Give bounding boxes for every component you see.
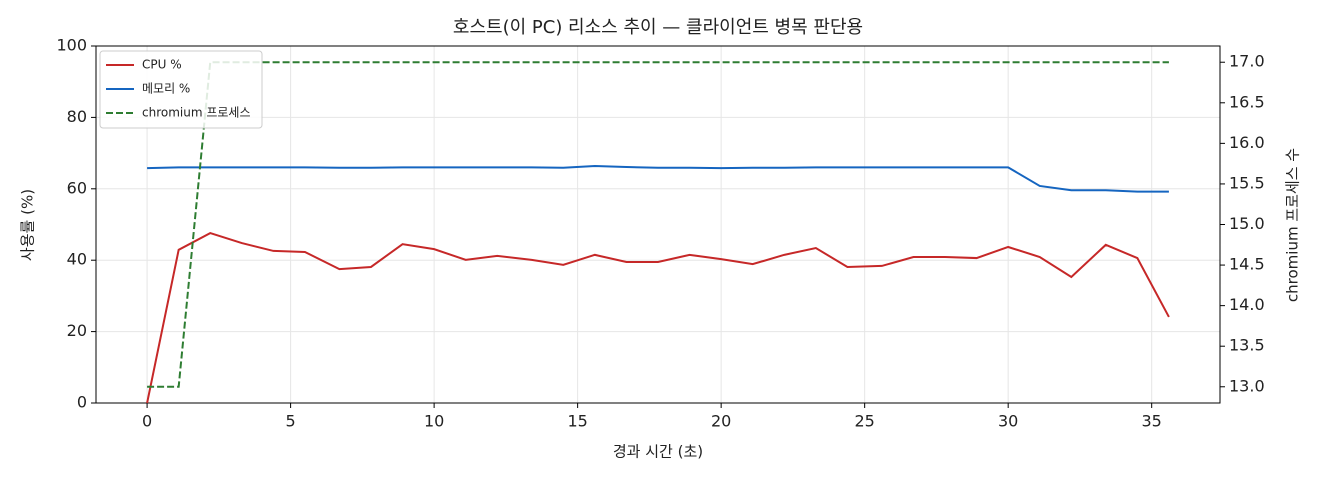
- y-axis-label: 사용률 (%): [19, 189, 37, 261]
- x-axis-label: 경과 시간 (초): [613, 443, 703, 461]
- plot-frame: [95, 45, 1221, 404]
- x-tick-label: 30: [998, 412, 1018, 431]
- legend-label: 메모리 %: [142, 82, 190, 96]
- y2-axis-label: chromium 프로세스 수: [1284, 148, 1302, 302]
- x-tick-label: 35: [1142, 412, 1162, 431]
- series-line: [147, 61, 1169, 388]
- y2-tick-label: 17.0: [1229, 52, 1265, 71]
- y-tick-label: 40: [67, 250, 87, 269]
- series-line: [147, 164, 1169, 193]
- legend-label: CPU %: [142, 58, 182, 72]
- y2-tick-label: 15.0: [1229, 214, 1265, 233]
- y-tick-label: 0: [77, 393, 87, 412]
- y-tick-label: 20: [67, 321, 87, 340]
- y2-tick-label: 13.5: [1229, 336, 1265, 355]
- y-tick-label: 100: [56, 36, 87, 55]
- y2-tick-label: 15.5: [1229, 173, 1265, 192]
- x-tick-label: 15: [567, 412, 587, 431]
- y2-tick-label: 14.0: [1229, 295, 1265, 314]
- x-tick-label: 25: [854, 412, 874, 431]
- legend: CPU % 메모리 % chromium 프로세스: [99, 50, 263, 129]
- y2-tick-label: 13.0: [1229, 376, 1265, 395]
- y-tick-label: 60: [67, 178, 87, 197]
- x-tick-label: 5: [286, 412, 296, 431]
- y2-tick-label: 16.5: [1229, 92, 1265, 111]
- y2-tick-label: 16.0: [1229, 133, 1265, 152]
- series-line: [146, 231, 1170, 404]
- chart-title: 호스트(이 PC) 리소스 추이 — 클라이언트 병목 판단용: [453, 17, 863, 38]
- legend-label: chromium 프로세스: [142, 106, 251, 120]
- y2-tick-label: 14.5: [1229, 255, 1265, 274]
- x-tick-label: 0: [142, 412, 152, 431]
- legend-box: [99, 50, 263, 129]
- y-tick-label: 80: [67, 107, 87, 126]
- x-tick-label: 20: [711, 412, 731, 431]
- x-tick-label: 10: [424, 412, 444, 431]
